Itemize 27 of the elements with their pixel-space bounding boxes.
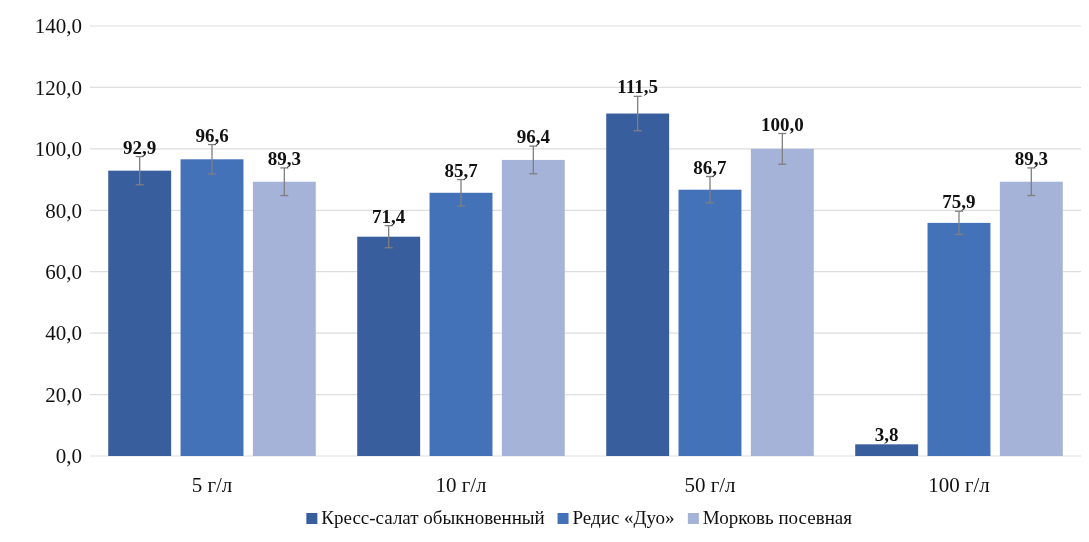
data-label: 89,3: [267, 147, 301, 169]
data-label: 71,4: [372, 205, 406, 227]
data-label: 111,5: [617, 76, 659, 98]
legend-label: Кресс-салат обыкновенный: [321, 507, 545, 528]
y-tick-label: 60,0: [45, 260, 82, 285]
y-tick-label: 120,0: [34, 75, 82, 100]
x-tick-label: 5 г/л: [191, 473, 233, 497]
data-label: 96,6: [195, 124, 229, 146]
y-tick-label: 140,0: [34, 14, 82, 39]
data-label: 89,3: [1014, 147, 1048, 169]
data-label: 96,4: [516, 126, 551, 148]
legend-label: Редис «Дуо»: [572, 507, 675, 528]
x-tick-label: 100 г/л: [928, 473, 990, 497]
legend-label: Морковь посевная: [702, 507, 853, 528]
y-tick-label: 40,0: [45, 321, 82, 346]
data-label: 86,7: [693, 156, 728, 178]
data-label: 100,0: [760, 113, 804, 135]
x-tick-label: 10 г/л: [435, 473, 487, 497]
data-label: 92,9: [123, 136, 157, 158]
data-label: 85,7: [444, 159, 479, 181]
y-tick-label: 80,0: [45, 198, 82, 223]
data-label: 75,9: [942, 191, 976, 213]
x-tick-label: 50 г/л: [684, 473, 736, 497]
y-tick-label: 100,0: [34, 137, 82, 162]
y-tick-label: 20,0: [45, 382, 82, 407]
data-label: 3,8: [874, 424, 899, 446]
y-tick-label: 0,0: [55, 444, 82, 469]
